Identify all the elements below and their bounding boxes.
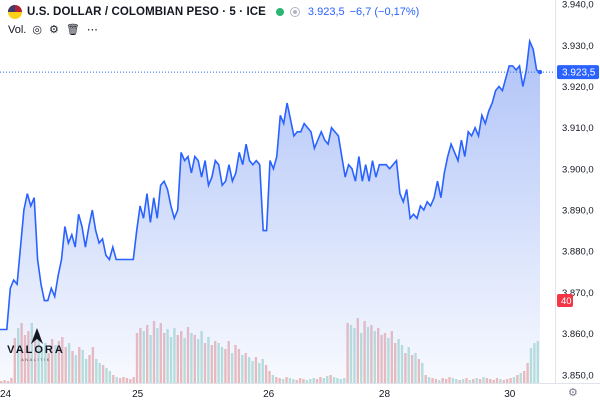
logo-name: VALORA <box>7 344 65 356</box>
y-tick-label: 3.870,0 <box>562 288 594 299</box>
y-tick-label: 3.940,0 <box>562 0 594 11</box>
volume-label: Vol. <box>8 24 27 36</box>
y-tick-label: 3.850,0 <box>562 370 594 381</box>
volume-badge: 40 <box>557 294 573 307</box>
x-tick-label: 25 <box>132 389 144 400</box>
last-price-badge: 3.923,5 <box>557 65 599 80</box>
logo-mark-icon <box>31 328 43 344</box>
x-axis: 24 25 26 28 30 <box>0 389 516 400</box>
currency-flag-icon <box>8 5 22 19</box>
volume-value-label: 40 <box>561 296 572 307</box>
symbol-title[interactable]: U.S. DOLLAR / COLOMBIAN PESO · 5 · ICE <box>27 6 266 18</box>
price-area <box>0 41 540 383</box>
y-tick-label: 3.920,0 <box>562 82 594 93</box>
x-tick-label: 28 <box>379 389 391 400</box>
gear-icon[interactable]: ⚙ <box>48 24 59 36</box>
price-change: −6,7 (−0,17%) <box>349 6 420 18</box>
x-tick-label: 30 <box>504 389 516 400</box>
y-axis: 3.850,0 3.860,0 3.870,0 3.880,0 3.890,0 3.900… <box>562 0 594 381</box>
chart-settings-icon[interactable]: ⚙ <box>568 387 578 399</box>
chart-header: U.S. DOLLAR / COLOMBIAN PESO · 5 · ICE 3… <box>0 4 419 20</box>
last-price-dot <box>537 69 543 75</box>
y-tick-label: 3.890,0 <box>562 206 594 217</box>
last-price-label: 3.923,5 <box>562 68 596 79</box>
data-status-icon <box>289 7 300 17</box>
x-tick-label: 26 <box>263 389 275 400</box>
last-price: 3.923,5 <box>307 6 345 18</box>
more-icon[interactable]: ⋯ <box>86 24 98 36</box>
price-line <box>0 38 541 331</box>
y-tick-label: 3.930,0 <box>562 41 594 52</box>
y-tick-label: 3.900,0 <box>562 164 594 175</box>
valora-logo: VALORA ANALITIK <box>6 328 66 372</box>
x-tick-label: 24 <box>0 389 12 400</box>
volume-legend: Vol. ◎ ⚙ 🗑︎ ⋯ <box>8 23 105 37</box>
market-open-icon <box>275 8 284 16</box>
y-tick-label: 3.910,0 <box>562 123 594 134</box>
logo-subtitle: ANALITIK <box>21 357 51 362</box>
y-tick-label: 3.880,0 <box>562 247 594 258</box>
eye-icon[interactable]: ◎ <box>32 24 42 36</box>
y-tick-label: 3.860,0 <box>562 329 594 340</box>
trash-icon[interactable]: 🗑︎ <box>65 24 80 36</box>
